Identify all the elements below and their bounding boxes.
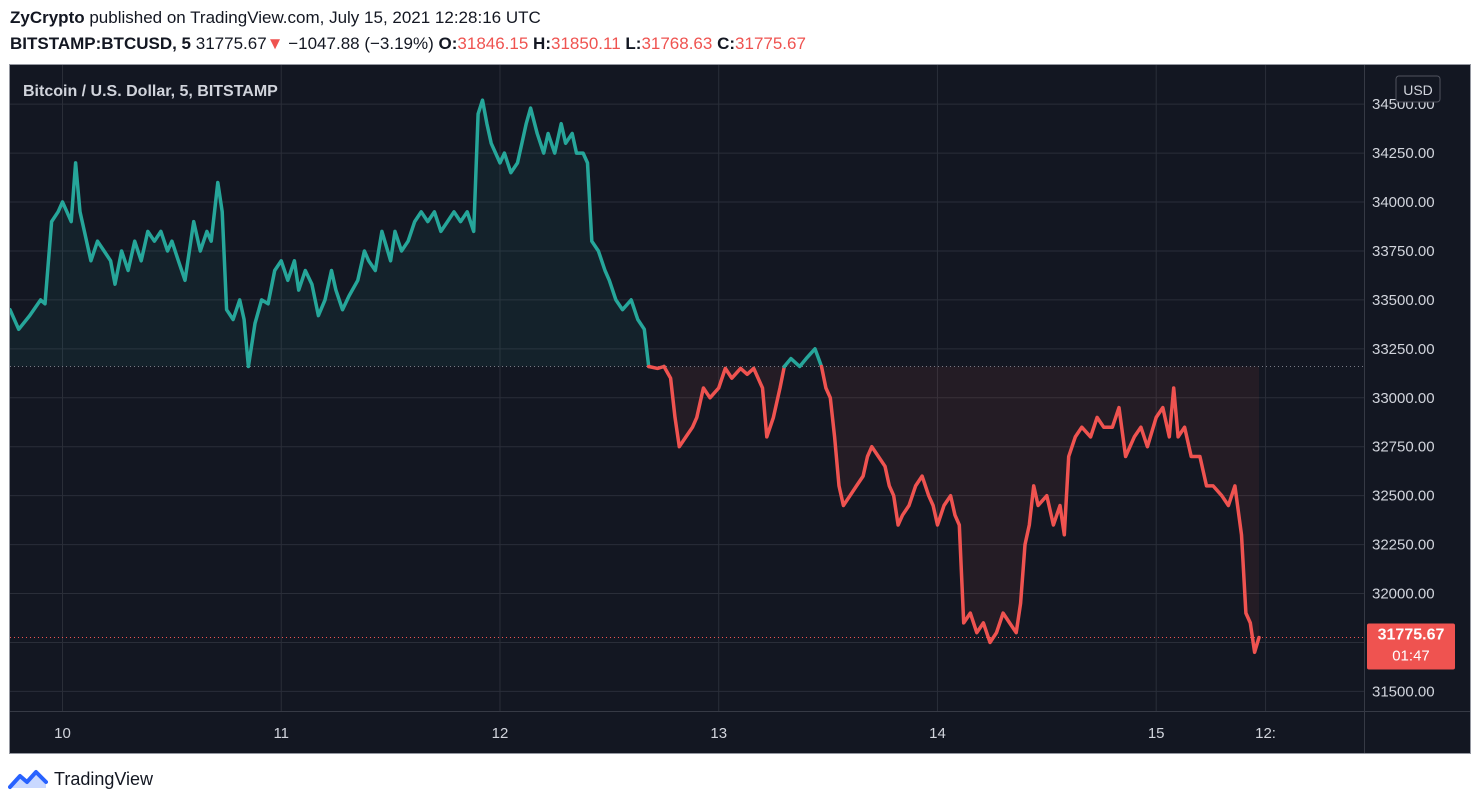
x-tick-label: 10 bbox=[54, 725, 71, 742]
area-up bbox=[10, 100, 649, 367]
publication-line: ZyCrypto published on TradingView.com, J… bbox=[10, 8, 541, 28]
chart-title: Bitcoin / U.S. Dollar, 5, BITSTAMP bbox=[23, 83, 278, 100]
chart-frame bbox=[9, 64, 1471, 754]
symbol: BITSTAMP:BTCUSD, 5 bbox=[10, 34, 192, 53]
area-fill bbox=[10, 100, 1259, 653]
line-up bbox=[782, 347, 824, 369]
x-tick-label: 14 bbox=[929, 725, 946, 742]
x-tick-label: 11 bbox=[273, 725, 289, 742]
y-tick-label: 34000.00 bbox=[1372, 194, 1435, 211]
line-down bbox=[646, 364, 666, 371]
y-tick-label: 32250.00 bbox=[1372, 537, 1435, 554]
area-down bbox=[664, 366, 785, 447]
line-up bbox=[10, 98, 651, 369]
close-label: C: bbox=[717, 34, 736, 53]
footer: TradingView bbox=[8, 768, 153, 790]
series-line bbox=[10, 98, 1261, 655]
footer-brand[interactable]: TradingView bbox=[54, 768, 154, 789]
x-tick-label: 15 bbox=[1148, 725, 1165, 742]
open-label: O: bbox=[438, 34, 458, 53]
line-down bbox=[662, 364, 787, 449]
last-price-badge-box bbox=[1367, 623, 1455, 670]
down-arrow-icon: ▼ bbox=[266, 34, 284, 53]
y-tick-label: 33750.00 bbox=[1372, 243, 1435, 260]
y-tick-label: 33500.00 bbox=[1372, 292, 1435, 309]
high-value: 31850.11 bbox=[551, 34, 621, 53]
area-down bbox=[821, 366, 1259, 653]
low-value: 31768.63 bbox=[641, 34, 713, 53]
currency-label: USD bbox=[1403, 82, 1433, 98]
close-value: 31775.67 bbox=[735, 34, 806, 53]
price-chart[interactable]: 31500.0031750.0032000.0032250.0032500.00… bbox=[10, 65, 1470, 753]
high-label: H: bbox=[533, 34, 551, 53]
last-price: 31775.67 bbox=[195, 34, 267, 53]
y-tick-label: 33250.00 bbox=[1372, 341, 1435, 358]
y-tick-label: 33000.00 bbox=[1372, 390, 1435, 407]
open-value: 31846.15 bbox=[457, 34, 529, 53]
price-axis[interactable]: 31500.0031750.0032000.0032250.0032500.00… bbox=[1372, 65, 1435, 700]
last-price-badge: 31775.67 01:47 bbox=[1367, 623, 1455, 670]
last-price-label: 31775.67 bbox=[1378, 626, 1445, 643]
grid bbox=[10, 65, 1364, 711]
y-tick-label: 31500.00 bbox=[1372, 683, 1435, 700]
countdown-label: 01:47 bbox=[1392, 647, 1430, 664]
publisher-name: ZyCrypto bbox=[10, 8, 85, 27]
price-change: −1047.88 (−3.19%) bbox=[288, 34, 434, 53]
y-tick-label: 32000.00 bbox=[1372, 586, 1435, 603]
x-tick-label: 12 bbox=[492, 725, 509, 742]
low-label: L: bbox=[625, 34, 642, 53]
currency-badge-box bbox=[1395, 75, 1441, 103]
line-down bbox=[819, 364, 1261, 655]
tradingview-logo-icon[interactable] bbox=[8, 768, 48, 790]
ohlc-line: BITSTAMP:BTCUSD, 5 31775.67▼ −1047.88 (−… bbox=[10, 34, 806, 54]
x-tick-label: 12: bbox=[1255, 725, 1276, 742]
time-axis[interactable]: 10 11 12 13 14 15 12: bbox=[54, 725, 1276, 742]
currency-badge[interactable]: USD bbox=[1395, 75, 1441, 103]
y-tick-label: 32500.00 bbox=[1372, 488, 1435, 505]
x-tick-label: 13 bbox=[710, 725, 727, 742]
published-text: published on TradingView.com, July 15, 2… bbox=[84, 8, 541, 27]
y-tick-label: 32750.00 bbox=[1372, 439, 1435, 456]
y-tick-label: 34250.00 bbox=[1372, 145, 1435, 162]
